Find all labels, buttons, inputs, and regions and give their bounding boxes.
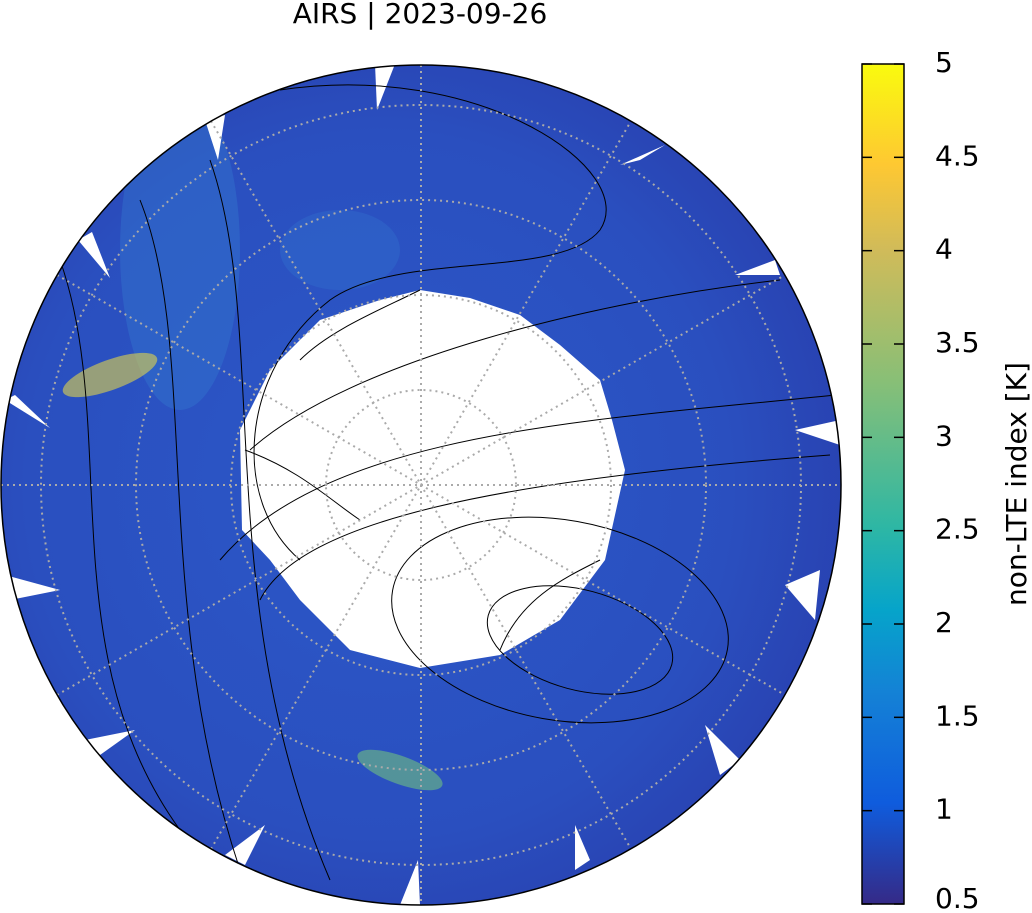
colorbar [861,63,905,905]
tick-label: 3.5 [935,326,980,359]
map-border [0,64,842,906]
colorbar-ticks: 0.5 1 1.5 2 2.5 3 3.5 4 4.5 5 [862,46,980,913]
tick-label: 1.5 [935,699,980,732]
tick-label: 0.5 [935,882,980,913]
title: AIRS | 2023-09-26 [293,0,548,30]
tick-label: 4.5 [935,139,980,172]
tick-label: 1 [935,793,953,826]
tick-label: 2 [935,606,953,639]
tick-label: 4 [935,233,953,266]
map [1,65,841,905]
colorbar-label: non-LTE index [K] [1000,362,1032,606]
tick-label: 3 [935,419,953,452]
tick-label: 2.5 [935,513,980,546]
tick-label: 5 [935,46,953,79]
